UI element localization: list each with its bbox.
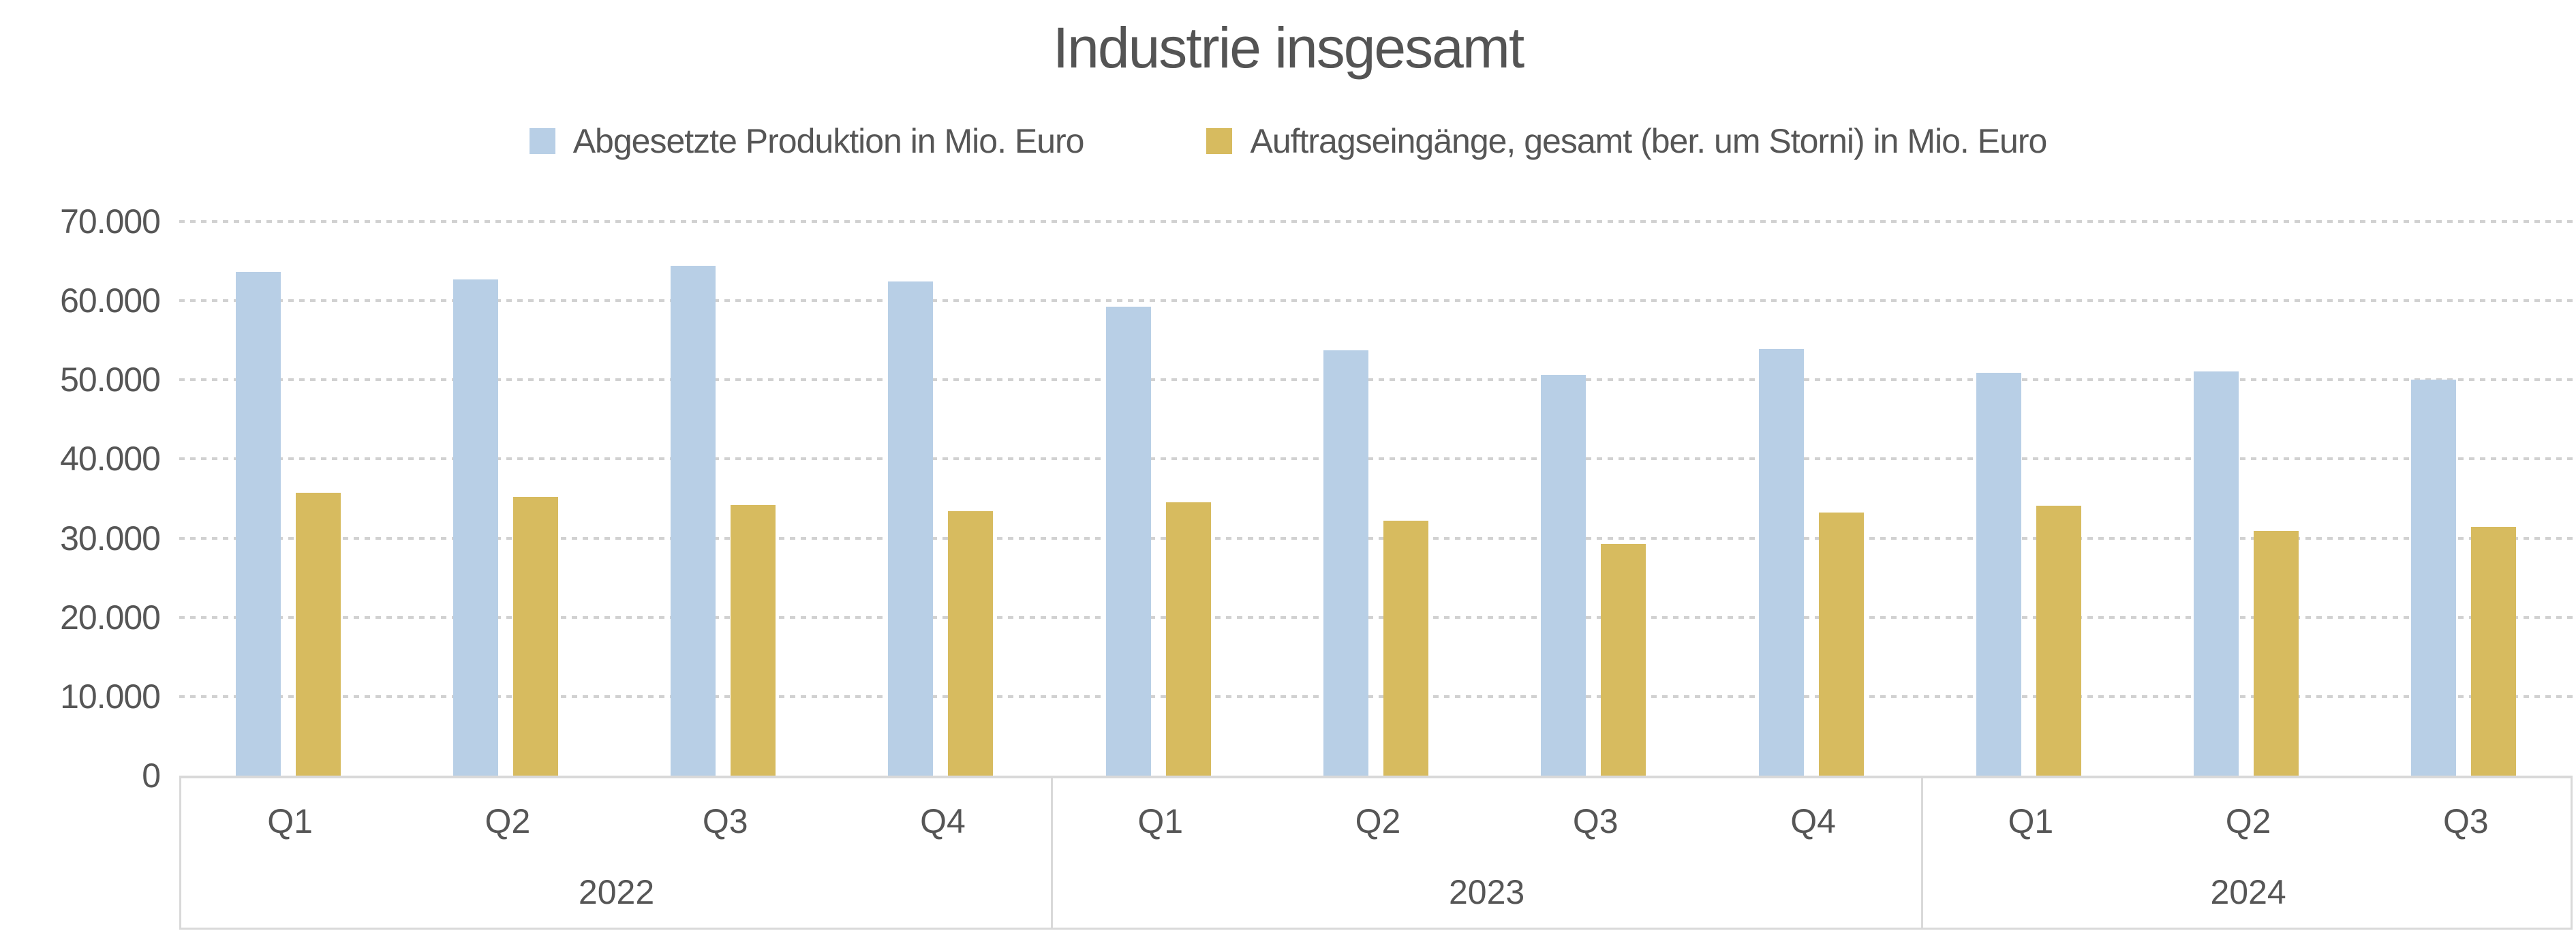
y-tick-label-20.000: 20.000 [60, 598, 161, 637]
x-tick-label-2024-Q3: Q3 [2443, 802, 2489, 840]
gridline-70000 [179, 220, 2573, 223]
x-tick-label-2023-Q2: Q2 [1355, 802, 1401, 840]
bar-produktion-2023-Q4 [1758, 349, 1804, 776]
bar-produktion-2022-Q4 [888, 281, 934, 776]
gridline-20000 [179, 615, 2573, 619]
y-tick-label-60.000: 60.000 [60, 281, 161, 320]
bar-auftragseingaenge-2023-Q3 [1601, 543, 1646, 776]
bar-auftragseingaenge-2022-Q3 [731, 504, 776, 776]
bar-produktion-2022-Q3 [671, 266, 716, 776]
y-tick-label-50.000: 50.000 [60, 361, 161, 399]
bar-auftragseingaenge-2022-Q2 [512, 497, 558, 776]
x-tick-label-2022-Q2: Q2 [485, 802, 531, 840]
x-tick-label-2024-Q1: Q1 [2008, 802, 2054, 840]
bar-produktion-2024-Q3 [2411, 380, 2457, 776]
year-label-2024: 2024 [2210, 873, 2286, 911]
y-tick-label-0: 0 [142, 757, 161, 795]
x-tick-label-2023-Q1: Q1 [1137, 802, 1184, 840]
legend-item-auftragseingaenge: Auftragseingänge, gesamt (ber. um Storni… [1206, 121, 2047, 161]
bar-auftragseingaenge-2024-Q2 [2254, 531, 2299, 776]
bar-auftragseingaenge-2024-Q3 [2471, 527, 2517, 776]
bar-auftragseingaenge-2023-Q4 [1818, 513, 1864, 776]
year-divider-2022-2023 [1050, 778, 1053, 928]
gridline-30000 [179, 536, 2573, 540]
y-tick-label-70.000: 70.000 [60, 202, 161, 241]
chart-legend: Abgesetzte Produktion in Mio. Euro Auftr… [0, 121, 2576, 161]
x-tick-label-2024-Q2: Q2 [2225, 802, 2271, 840]
legend-swatch-produktion-icon [529, 128, 555, 154]
x-tick-label-2023-Q3: Q3 [1572, 802, 1619, 840]
gridline-60000 [179, 299, 2573, 303]
bar-produktion-2024-Q2 [2194, 371, 2239, 776]
x-axis-band: Q1 Q2 Q3 Q4 Q1 Q2 Q3 Q4 Q1 Q2 Q3 2022 2023 2024 [179, 778, 2573, 930]
bar-auftragseingaenge-2022-Q4 [948, 511, 994, 776]
year-divider-2023-2024 [1920, 778, 1923, 928]
bar-auftragseingaenge-2023-Q1 [1165, 502, 1211, 776]
year-label-2023: 2023 [1449, 873, 1525, 911]
legend-label-auftragseingaenge: Auftragseingänge, gesamt (ber. um Storni… [1250, 122, 2047, 160]
bar-produktion-2022-Q1 [235, 272, 281, 776]
x-tick-label-2023-Q4: Q4 [1790, 802, 1836, 840]
legend-label-produktion: Abgesetzte Produktion in Mio. Euro [572, 122, 1085, 160]
bar-produktion-2022-Q2 [453, 279, 498, 776]
y-tick-label-30.000: 30.000 [60, 519, 161, 558]
y-tick-label-40.000: 40.000 [60, 440, 161, 478]
x-tick-label-2022-Q3: Q3 [702, 802, 748, 840]
bar-auftragseingaenge-2024-Q1 [2036, 505, 2081, 776]
legend-item-produktion: Abgesetzte Produktion in Mio. Euro [529, 121, 1085, 161]
gridline-40000 [179, 457, 2573, 461]
gridline-10000 [179, 695, 2573, 698]
gridline-50000 [179, 378, 2573, 382]
legend-swatch-auftragseingaenge-icon [1206, 128, 1233, 154]
bar-produktion-2023-Q2 [1323, 350, 1368, 776]
bar-auftragseingaenge-2022-Q1 [295, 493, 341, 776]
bar-auftragseingaenge-2023-Q2 [1383, 521, 1428, 776]
y-axis-labels: 0 10.000 20.000 30.000 40.000 50.000 60.000 70.… [0, 202, 161, 795]
y-tick-label-10.000: 10.000 [60, 677, 161, 716]
plot-area [179, 220, 2573, 778]
x-tick-label-2022-Q4: Q4 [920, 802, 966, 840]
bar-produktion-2024-Q1 [1976, 372, 2021, 776]
year-label-2022: 2022 [578, 873, 655, 911]
x-tick-label-2022-Q1: Q1 [267, 802, 313, 840]
chart-title: Industrie insgesamt [1052, 16, 1524, 80]
bar-produktion-2023-Q1 [1105, 307, 1151, 776]
bar-produktion-2023-Q3 [1541, 375, 1586, 776]
